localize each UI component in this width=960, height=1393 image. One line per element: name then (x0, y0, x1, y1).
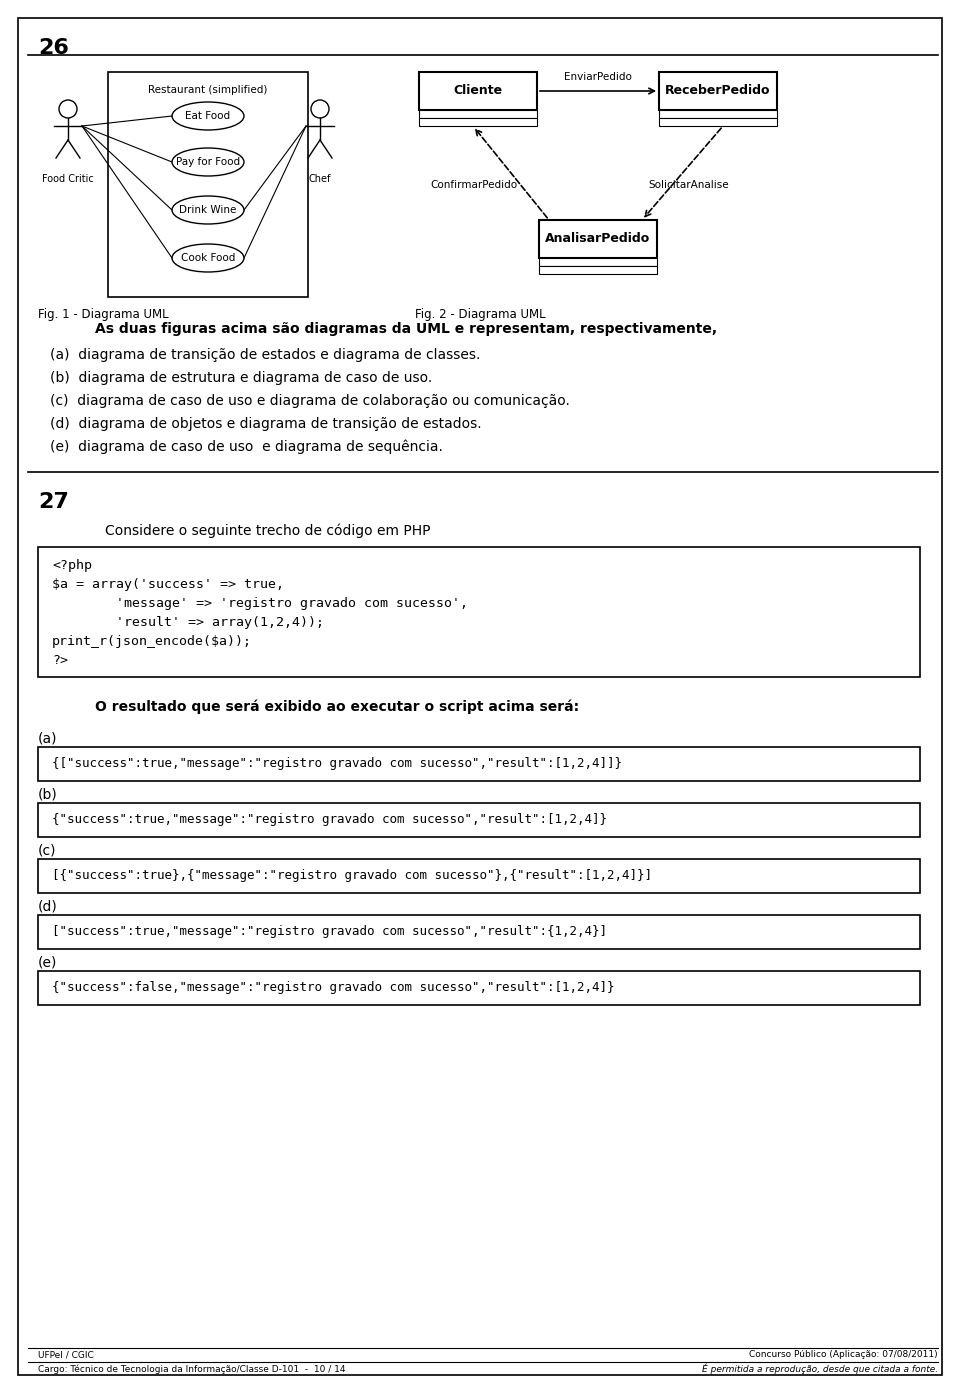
Ellipse shape (172, 244, 244, 272)
Text: Fig. 2 - Diagrama UML: Fig. 2 - Diagrama UML (415, 308, 545, 320)
Bar (108, 72, 308, 297)
Circle shape (311, 100, 329, 118)
Text: Restaurant (simplified): Restaurant (simplified) (148, 85, 268, 95)
Text: As duas figuras acima são diagramas da UML e representam, respectivamente,: As duas figuras acima são diagramas da U… (95, 322, 717, 336)
Bar (419, 110, 537, 118)
Text: (c): (c) (38, 843, 57, 857)
Text: {"success":true,"message":"registro gravado com sucesso","result":[1,2,4]}: {"success":true,"message":"registro grav… (52, 814, 607, 826)
Bar (38, 859, 920, 893)
Bar (539, 266, 657, 274)
Text: EnviarPedido: EnviarPedido (564, 72, 632, 82)
Text: (c)  diagrama de caso de uso e diagrama de colaboração ou comunicação.: (c) diagrama de caso de uso e diagrama d… (50, 394, 570, 408)
Bar (38, 802, 920, 837)
Bar (38, 747, 920, 781)
Text: ReceberPedido: ReceberPedido (665, 85, 771, 98)
Text: {["success":true,"message":"registro gravado com sucesso","result":[1,2,4]]}: {["success":true,"message":"registro gra… (52, 758, 622, 770)
Bar (539, 258, 657, 266)
Text: $a = array('success' => true,: $a = array('success' => true, (52, 578, 284, 591)
Text: O resultado que será exibido ao executar o script acima será:: O resultado que será exibido ao executar… (95, 699, 579, 713)
Ellipse shape (172, 148, 244, 176)
Text: Cargo: Técnico de Tecnologia da Informação/Classe D-101  -  10 / 14: Cargo: Técnico de Tecnologia da Informaç… (38, 1364, 346, 1373)
Text: (e)  diagrama de caso de uso  e diagrama de sequência.: (e) diagrama de caso de uso e diagrama d… (50, 440, 443, 454)
Text: Food Critic: Food Critic (42, 174, 94, 184)
Bar (38, 547, 920, 677)
Text: Fig. 1 - Diagrama UML: Fig. 1 - Diagrama UML (38, 308, 169, 320)
Text: 'result' => array(1,2,4));: 'result' => array(1,2,4)); (52, 616, 324, 630)
Text: (d)  diagrama de objetos e diagrama de transição de estados.: (d) diagrama de objetos e diagrama de tr… (50, 417, 482, 430)
Text: 27: 27 (38, 492, 69, 513)
Text: SolicitarAnalise: SolicitarAnalise (648, 180, 729, 189)
Bar (419, 72, 537, 110)
Bar (659, 110, 777, 118)
Circle shape (59, 100, 77, 118)
Text: <?php: <?php (52, 559, 92, 573)
Text: Cliente: Cliente (453, 85, 503, 98)
Text: 26: 26 (38, 38, 69, 59)
Bar (419, 118, 537, 125)
Text: Cook Food: Cook Food (180, 254, 235, 263)
Ellipse shape (172, 196, 244, 224)
Text: (b)  diagrama de estrutura e diagrama de caso de uso.: (b) diagrama de estrutura e diagrama de … (50, 371, 432, 384)
Text: ConfirmarPedido: ConfirmarPedido (430, 180, 517, 189)
Bar (38, 971, 920, 1004)
Text: AnalisarPedido: AnalisarPedido (545, 233, 651, 245)
Text: (b): (b) (38, 787, 58, 801)
Text: (a): (a) (38, 731, 58, 745)
Text: Eat Food: Eat Food (185, 111, 230, 121)
Bar (659, 118, 777, 125)
Text: {"success":false,"message":"registro gravado com sucesso","result":[1,2,4]}: {"success":false,"message":"registro gra… (52, 982, 614, 995)
Text: [{"success":true},{"message":"registro gravado com sucesso"},{"result":[1,2,4]}]: [{"success":true},{"message":"registro g… (52, 869, 652, 883)
Bar (539, 220, 657, 258)
Text: 'message' => 'registro gravado com sucesso',: 'message' => 'registro gravado com suces… (52, 598, 468, 610)
Text: (d): (d) (38, 898, 58, 912)
Text: print_r(json_encode($a));: print_r(json_encode($a)); (52, 635, 252, 648)
Text: ?>: ?> (52, 653, 68, 667)
Bar (659, 72, 777, 110)
Text: (e): (e) (38, 956, 58, 970)
Text: Pay for Food: Pay for Food (176, 157, 240, 167)
Text: UFPel / CGIC: UFPel / CGIC (38, 1350, 94, 1360)
Text: Considere o seguinte trecho de código em PHP: Considere o seguinte trecho de código em… (105, 524, 430, 539)
Text: É permitida a reprodução, desde que citada a fonte.: É permitida a reprodução, desde que cita… (702, 1364, 938, 1375)
Text: Concurso Público (Aplicação: 07/08/2011): Concurso Público (Aplicação: 07/08/2011) (750, 1350, 938, 1360)
Text: ["success":true,"message":"registro gravado com sucesso","result":{1,2,4}]: ["success":true,"message":"registro grav… (52, 925, 607, 939)
Text: Chef: Chef (309, 174, 331, 184)
Text: (a)  diagrama de transição de estados e diagrama de classes.: (a) diagrama de transição de estados e d… (50, 348, 480, 362)
Text: Drink Wine: Drink Wine (180, 205, 237, 215)
Bar (38, 915, 920, 949)
Ellipse shape (172, 102, 244, 130)
